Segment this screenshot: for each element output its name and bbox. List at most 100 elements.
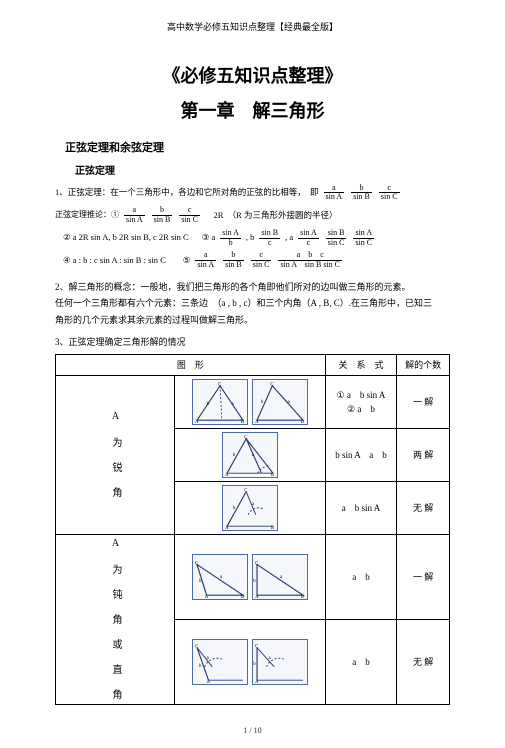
frac: bsin B <box>223 251 244 270</box>
relation-cell: a b <box>325 619 397 704</box>
table-header-row: 图 形 关 系 式 解的个数 <box>56 354 450 375</box>
svg-text:b: b <box>253 579 256 584</box>
th-solutions: 解的个数 <box>397 354 450 375</box>
frac-c-sinc: csin C <box>379 184 400 203</box>
svg-text:b: b <box>253 662 256 667</box>
solution-cell: 无 解 <box>397 619 450 704</box>
text: 1、正弦定理：在一个三角形中，各边和它所对角的正弦的比相等， 即 <box>55 186 319 200</box>
table-row: A 为 锐 角 ABCab ABCab ① a b sin A ② a b 一 … <box>56 375 450 428</box>
frac: sin Ab <box>220 229 241 248</box>
solution-cell: 无 解 <box>397 481 450 534</box>
relation-cell: ① a b sin A ② a b <box>325 375 397 428</box>
frac: asin A <box>195 251 216 270</box>
svg-text:b: b <box>199 664 202 669</box>
diagram-cell: ABCab <box>175 428 326 481</box>
deduction-4-5: ④ a : b : c sin A : sin B : sin C ⑤ asin… <box>55 251 450 270</box>
triangle-diagram: A B Ca b <box>252 554 308 600</box>
svg-text:B: B <box>241 595 244 599</box>
deduction-1: 正弦定理推论：① asin A bsin B csin C 2R （R 为三角形… <box>55 206 450 225</box>
svg-text:A: A <box>225 526 229 530</box>
diagram-cell: A B Ca b A B Ca b <box>175 534 326 619</box>
text: ② a 2R sin A, b 2R sin B, c 2R sin C <box>63 231 189 245</box>
subsection-title: 正弦定理 <box>75 164 450 180</box>
relation-cell: a b <box>325 534 397 619</box>
svg-text:A: A <box>205 595 209 599</box>
relation-cell: b sin A a b <box>325 428 397 481</box>
svg-text:C: C <box>218 383 221 388</box>
solution-cell: 一 解 <box>397 375 450 428</box>
frac-b-sinb: bsin B <box>351 184 372 203</box>
svg-text:a: a <box>280 575 283 580</box>
text: ② a b <box>329 402 394 416</box>
page-footer: 1 / 10 <box>55 725 450 738</box>
text: ④ a : b : c sin A : sin B : sin C <box>63 254 166 268</box>
svg-text:a: a <box>287 400 290 405</box>
sine-rule-statement: 1、正弦定理：在一个三角形中，各边和它所对角的正弦的比相等， 即 asin A … <box>55 184 450 203</box>
svg-text:C: C <box>195 561 198 566</box>
frac: bsin B <box>152 206 173 225</box>
title-sub: 第一章 解三角形 <box>55 97 450 126</box>
para-2b: 任何一个三角形都有六个元素：三条边 （a , b , c）和三个内角（A , B… <box>55 296 450 310</box>
triangle-diagram: ABCab <box>192 379 248 425</box>
section-title: 正弦定理和余弦定理 <box>65 140 450 158</box>
svg-text:C: C <box>270 383 273 388</box>
svg-text:C: C <box>244 489 247 494</box>
svg-text:B: B <box>241 420 244 424</box>
text: ③ a <box>202 231 216 245</box>
svg-text:B: B <box>301 420 304 424</box>
svg-text:C: C <box>244 436 247 441</box>
frac-a-sina: asin A <box>324 184 345 203</box>
para-2c: 角形的几个元素求其余元素的过程叫做解三角形。 <box>55 313 450 327</box>
triangle-diagram: ABCab <box>222 485 278 531</box>
triangle-diagram: ACab <box>192 639 248 685</box>
svg-text:A: A <box>255 420 259 424</box>
frac: sin Bsin C <box>326 229 347 248</box>
svg-text:A: A <box>195 420 199 424</box>
th-figure: 图 形 <box>56 354 326 375</box>
text: 2R （R 为三角形外接圆的半径） <box>205 209 337 223</box>
text: 正弦定理推论：① <box>55 209 119 222</box>
diagram-cell: ACab ACab <box>175 619 326 704</box>
para-3: 3、正弦定理确定三角形解的情况 <box>55 335 450 349</box>
title-main: 《必修五知识点整理》 <box>55 62 450 91</box>
svg-text:B: B <box>271 526 274 530</box>
relation-cell: a b sin A <box>325 481 397 534</box>
frac: asin A <box>124 206 145 225</box>
svg-text:b: b <box>261 400 264 405</box>
svg-text:A: A <box>225 473 229 477</box>
svg-text:A: A <box>255 680 259 684</box>
svg-text:A: A <box>206 680 210 684</box>
diagram-cell: ABCab <box>175 481 326 534</box>
svg-text:B: B <box>271 473 274 477</box>
svg-text:C: C <box>255 561 258 566</box>
frac: csin C <box>179 206 200 225</box>
frac: sin Asin C <box>353 229 374 248</box>
frac: csin C <box>251 251 272 270</box>
frac: sin Ac <box>298 229 319 248</box>
svg-text:a: a <box>252 502 255 507</box>
svg-text:a: a <box>220 575 223 580</box>
vert-label-acute: A 为 锐 角 <box>56 375 175 534</box>
solutions-table: 图 形 关 系 式 解的个数 A 为 锐 角 A B Ca b A B Ca b ① a b… <box>55 354 450 705</box>
deduction-2-3: ② a 2R sin A, b 2R sin B, c 2R sin C ③ a… <box>55 229 450 248</box>
frac: a b csin A sin B sin C <box>278 251 342 270</box>
vert-label-obtuse: A 为 钝 角 或 直 角 <box>56 534 175 704</box>
frac: sin Bc <box>259 229 280 248</box>
table-row: A 为 钝 角 或 直 角 ABCab ABCab a b 一 解 <box>56 534 450 619</box>
svg-text:B: B <box>301 595 304 599</box>
diagram-cell: A B Ca b A B Ca b <box>175 375 326 428</box>
triangle-diagram: A B Ca b <box>252 379 308 425</box>
svg-text:C: C <box>195 645 198 650</box>
solution-cell: 一 解 <box>397 534 450 619</box>
triangle-diagram: ABCab <box>222 432 278 478</box>
para-2a: 2、解三角形的概念：一般地，我们把三角形的各个角即他们所对的边叫做三角形的元素。 <box>55 280 450 294</box>
text: ① a b sin A <box>329 388 394 402</box>
svg-text:C: C <box>255 645 258 650</box>
th-relation: 关 系 式 <box>325 354 397 375</box>
solution-cell: 两 解 <box>397 428 450 481</box>
triangle-diagram: ABCab <box>192 554 248 600</box>
page-header: 高中数学必修五知识点整理【经典最全版】 <box>55 20 450 34</box>
svg-text:A: A <box>255 595 259 599</box>
text: ⑤ <box>183 254 191 268</box>
page: 高中数学必修五知识点整理【经典最全版】 《必修五知识点整理》 第一章 解三角形 … <box>0 0 505 748</box>
